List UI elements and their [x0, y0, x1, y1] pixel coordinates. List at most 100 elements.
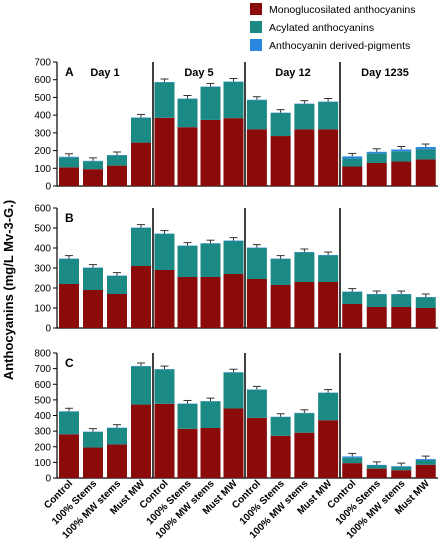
- legend-entry: Acylated anthocyanins: [269, 22, 374, 34]
- bar-segment: [342, 159, 362, 167]
- bar-segment: [342, 167, 362, 186]
- y-tick-label: 800: [34, 349, 51, 360]
- bar-segment: [59, 412, 79, 435]
- bar-segment: [294, 282, 314, 328]
- bar-segment: [155, 118, 175, 186]
- bar-segment: [367, 152, 387, 153]
- bar-segment: [83, 169, 103, 186]
- y-tick-label: 700: [34, 58, 51, 69]
- day-title: Day 1235: [361, 67, 409, 79]
- bar-segment: [367, 163, 387, 186]
- bar-segment: [271, 417, 291, 436]
- legend-swatch: [250, 39, 262, 51]
- bar-segment: [178, 246, 198, 277]
- bar-segment: [294, 252, 314, 282]
- bar-segment: [271, 436, 291, 478]
- bar-segment: [367, 465, 387, 466]
- panel-label: A: [65, 65, 74, 79]
- bar-segment: [294, 104, 314, 129]
- bar-segment: [416, 460, 436, 465]
- bar-segment: [318, 129, 338, 186]
- y-tick-label: 200: [34, 146, 51, 157]
- bar-segment: [224, 118, 244, 186]
- y-tick-label: 100: [34, 304, 51, 315]
- bar-segment: [224, 82, 244, 118]
- bar-segment: [294, 129, 314, 186]
- y-tick-label: 400: [34, 244, 51, 255]
- bar-segment: [318, 420, 338, 478]
- legend-swatch: [250, 3, 262, 15]
- bar-segment: [224, 241, 244, 274]
- bar-segment: [342, 456, 362, 457]
- bar-segment: [107, 155, 127, 165]
- bar-segment: [131, 405, 151, 478]
- bar-segment: [201, 277, 221, 328]
- y-tick-label: 0: [45, 324, 51, 335]
- bar-segment: [367, 469, 387, 478]
- y-tick-label: 600: [34, 204, 51, 215]
- bar-segment: [224, 373, 244, 409]
- bar-segment: [131, 118, 151, 143]
- bar-segment: [247, 418, 267, 478]
- bar-segment: [271, 285, 291, 328]
- bar-segment: [416, 147, 436, 149]
- bar-segment: [391, 307, 411, 328]
- y-tick-label: 300: [34, 427, 51, 438]
- y-tick-label: 100: [34, 164, 51, 175]
- y-tick-label: 500: [34, 395, 51, 406]
- bar-segment: [155, 82, 175, 117]
- bar-segment: [224, 274, 244, 328]
- bar-segment: [83, 290, 103, 328]
- bar-segment: [59, 167, 79, 186]
- bar-segment: [83, 448, 103, 478]
- bar-segment: [367, 294, 387, 307]
- bar-segment: [271, 259, 291, 285]
- bar-segment: [391, 150, 411, 152]
- bar-segment: [318, 255, 338, 282]
- panel-label: C: [65, 356, 74, 370]
- panel-label: B: [65, 211, 74, 225]
- bar-segment: [131, 366, 151, 404]
- bar-segment: [107, 428, 127, 444]
- legend: Monoglucosilated anthocyanins Acylated an…: [250, 3, 416, 52]
- y-tick-label: 300: [34, 128, 51, 139]
- y-tick-label: 200: [34, 442, 51, 453]
- bar-segment: [131, 143, 151, 186]
- bar-segment: [155, 404, 175, 478]
- bar-segment: [391, 466, 411, 467]
- bar-segment: [416, 149, 436, 159]
- bar-segment: [391, 294, 411, 307]
- bar-segment: [247, 248, 267, 279]
- day-title: Day 1: [90, 67, 119, 79]
- bar-segment: [178, 429, 198, 478]
- bar-segment: [201, 120, 221, 186]
- bar-segment: [367, 466, 387, 469]
- bar-segment: [107, 166, 127, 186]
- bar-segment: [416, 297, 436, 308]
- day-title: Day 12: [275, 67, 310, 79]
- legend-entry: Monoglucosilated anthocyanins: [269, 4, 416, 16]
- bar-segment: [201, 428, 221, 478]
- bar-segment: [83, 432, 103, 448]
- bar-segment: [391, 162, 411, 186]
- y-tick-label: 600: [34, 75, 51, 86]
- bar-segment: [342, 463, 362, 478]
- bar-segment: [201, 87, 221, 120]
- y-tick-label: 0: [45, 182, 51, 193]
- y-tick-label: 0: [45, 474, 51, 485]
- bar-segment: [59, 157, 79, 167]
- bar-segment: [367, 307, 387, 328]
- y-tick-label: 300: [34, 264, 51, 275]
- bar-segment: [178, 277, 198, 328]
- bar-segment: [342, 292, 362, 304]
- bar-segment: [416, 308, 436, 328]
- bar-segment: [155, 234, 175, 270]
- bar-segment: [318, 393, 338, 420]
- bar-segment: [342, 458, 362, 463]
- y-axis-label: Anthocyanins (mg/L Mv-3-G.): [1, 200, 16, 380]
- bar-segment: [201, 401, 221, 428]
